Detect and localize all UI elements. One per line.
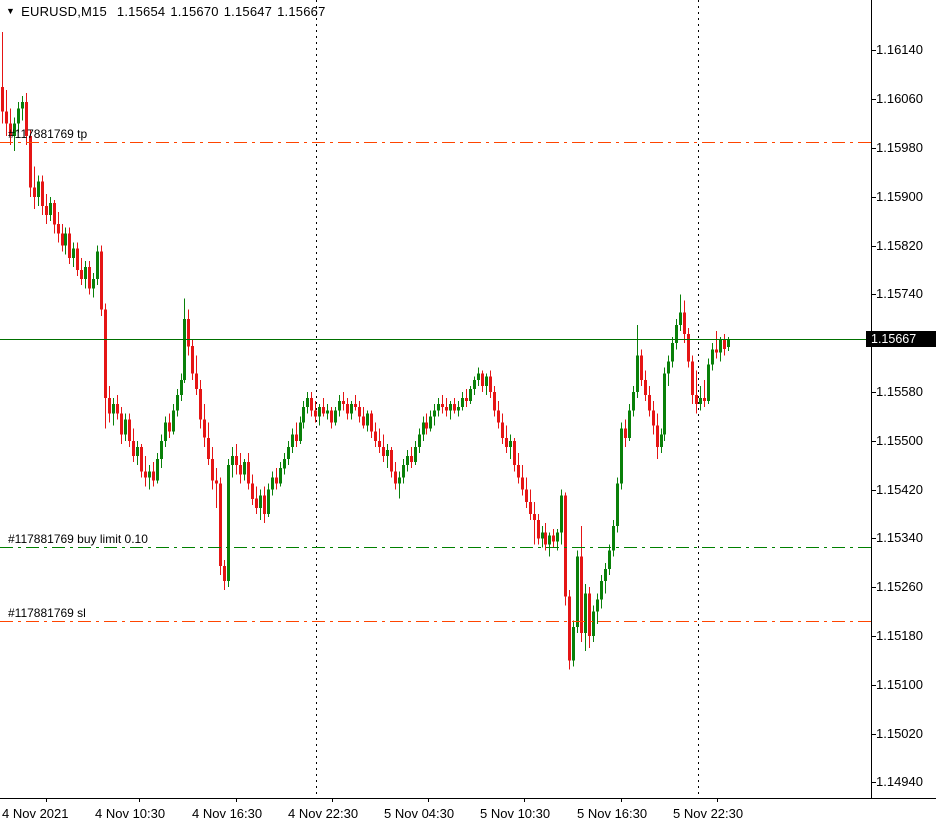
price-axis-label: 1.15820 <box>876 238 923 253</box>
time-axis-label: 4 Nov 22:30 <box>288 806 359 821</box>
time-axis-label: 4 Nov 16:30 <box>192 806 263 821</box>
price-axis-label: 1.15100 <box>876 677 923 692</box>
time-axis-label: 5 Nov 10:30 <box>480 806 551 821</box>
quote-close: 1.15667 <box>277 4 326 19</box>
tp-order-label[interactable]: #117881769 tp <box>8 127 88 141</box>
price-axis-label: 1.15980 <box>876 140 923 155</box>
price-axis-label: 1.15180 <box>876 628 923 643</box>
time-axis-label: 4 Nov 2021 <box>2 806 69 821</box>
time-axis-label: 5 Nov 16:30 <box>577 806 648 821</box>
sl-order-label[interactable]: #117881769 sl <box>8 606 86 620</box>
price-axis-label: 1.15900 <box>876 189 923 204</box>
time-axis-label: 4 Nov 10:30 <box>95 806 166 821</box>
symbol-period-label: EURUSD,M15 <box>21 4 107 19</box>
price-axis-label: 1.14940 <box>876 774 923 789</box>
price-axis-label: 1.15260 <box>876 579 923 594</box>
price-axis-label: 1.15340 <box>876 530 923 545</box>
price-axis-label: 1.15580 <box>876 384 923 399</box>
time-axis-label: 5 Nov 04:30 <box>384 806 455 821</box>
price-axis-label: 1.15740 <box>876 286 923 301</box>
current-price-tag: 1.15667 <box>866 331 936 347</box>
price-axis-label: 1.15420 <box>876 482 923 497</box>
price-axis-label: 1.15500 <box>876 433 923 448</box>
price-axis-label: 1.16060 <box>876 91 923 106</box>
quote-high: 1.15670 <box>170 4 219 19</box>
symbol-dropdown-icon[interactable]: ▼ <box>6 6 16 16</box>
quote-open: 1.15654 <box>116 4 166 19</box>
time-axis-label: 5 Nov 22:30 <box>673 806 744 821</box>
chart-title: ▼ EURUSD,M15 1.15654 1.15670 1.15647 1.15667 <box>6 4 331 19</box>
price-axis-label: 1.16140 <box>876 42 923 57</box>
buy-limit-order-label[interactable]: #117881769 buy limit 0.10 <box>8 532 148 546</box>
price-axis-label: 1.15020 <box>876 726 923 741</box>
quote-low: 1.15647 <box>223 4 273 19</box>
